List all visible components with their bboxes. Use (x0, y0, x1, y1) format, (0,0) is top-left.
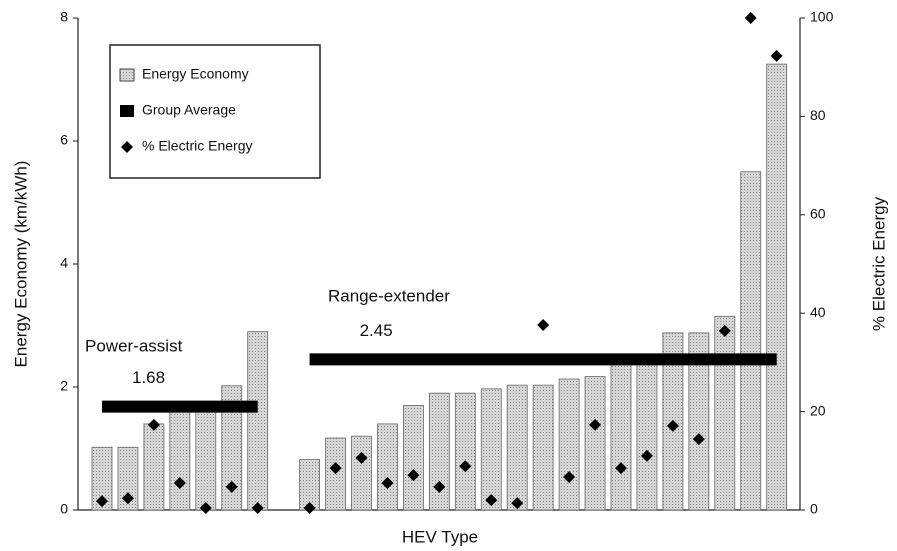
legend-swatch (119, 68, 135, 82)
diamond (563, 471, 576, 484)
diamond (718, 324, 731, 337)
legend-swatch (120, 105, 134, 117)
bar (688, 332, 710, 511)
bar (169, 409, 191, 511)
bar (195, 408, 217, 511)
bar (532, 384, 554, 511)
y-tick-label: 4 (60, 255, 68, 271)
y-tick-label: 8 (60, 9, 68, 25)
diamond (303, 502, 316, 515)
diamond (615, 462, 627, 475)
diamond (666, 419, 679, 432)
bar (377, 423, 398, 511)
legend-label: Energy Economy (142, 66, 249, 82)
diamond (485, 494, 498, 507)
bar (740, 171, 762, 511)
diamond (355, 451, 368, 464)
diamond (770, 49, 783, 62)
legend-swatch (121, 141, 133, 153)
diamond (96, 495, 108, 508)
y-axis-label: Energy Economy (km/kWh) (11, 161, 30, 368)
legend-label: Group Average (142, 102, 236, 118)
bar (558, 378, 580, 511)
bar (221, 385, 243, 511)
diamond (640, 449, 653, 462)
diamond (199, 502, 212, 515)
diamond (511, 497, 524, 510)
bar (428, 392, 450, 511)
diamond (744, 12, 757, 24)
diamond (251, 502, 264, 515)
y-tick-label: 6 (60, 132, 68, 148)
diamond (537, 319, 550, 332)
diamond (459, 460, 472, 473)
legend-box (109, 44, 321, 179)
bar (117, 446, 139, 511)
diamond (329, 462, 342, 475)
x-axis-label: HEV Type (402, 527, 478, 546)
y-tick-label: 2 (60, 378, 68, 394)
bar (506, 384, 528, 511)
y-tick-label: 0 (60, 501, 68, 517)
y2-tick-label: 80 (810, 107, 826, 123)
bar (143, 423, 165, 511)
group-average-label: 2.45 (360, 321, 393, 340)
group-average (102, 353, 777, 413)
bar (480, 388, 502, 511)
diamond (173, 476, 186, 489)
y2-tick-label: 40 (810, 304, 826, 320)
diamond (121, 492, 134, 505)
diamond (433, 480, 446, 493)
annotation: Range-extender (328, 286, 450, 305)
bar (351, 435, 372, 511)
bar (714, 315, 736, 511)
bar (610, 361, 632, 511)
bar (766, 63, 788, 511)
diamond (589, 418, 602, 431)
y2-tick-label: 100 (810, 9, 834, 25)
bar (454, 392, 476, 511)
diamond (381, 476, 394, 489)
bar (402, 405, 424, 511)
diamond (407, 469, 420, 482)
y2-tick-label: 20 (810, 402, 826, 418)
bar (584, 376, 606, 511)
bar (636, 361, 658, 511)
legend-label: % Electric Energy (142, 138, 252, 154)
diamond (225, 480, 238, 493)
y2-axis-label: % Electric Energy (869, 196, 888, 331)
diamond (147, 418, 160, 431)
bar (247, 331, 269, 511)
annotation: Power-assist (85, 336, 183, 355)
diamond (692, 433, 705, 446)
y2-tick-label: 0 (810, 501, 818, 517)
group-average-label: 1.68 (132, 368, 165, 387)
bar (91, 446, 113, 511)
y2-tick-label: 60 (810, 206, 826, 222)
